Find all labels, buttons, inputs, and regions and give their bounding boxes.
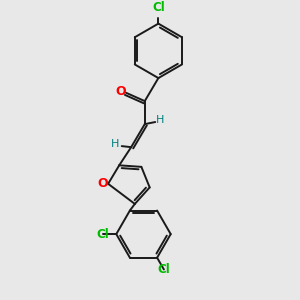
Text: Cl: Cl [158,263,170,276]
Text: Cl: Cl [96,228,109,241]
Text: O: O [116,85,126,98]
Text: Cl: Cl [152,2,165,14]
Text: O: O [98,177,108,190]
Text: H: H [111,139,120,149]
Text: H: H [156,115,165,125]
